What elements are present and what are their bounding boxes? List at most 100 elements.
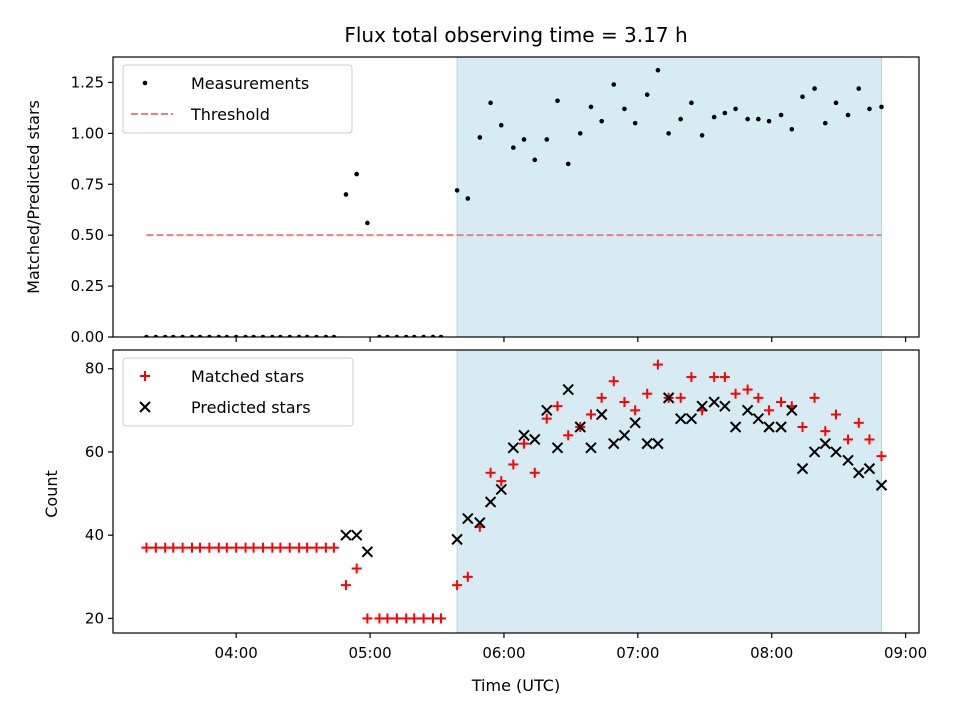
measurement-point xyxy=(454,188,460,193)
predicted-star-point xyxy=(842,454,854,466)
matched-star-point xyxy=(248,542,259,553)
measurement-point xyxy=(756,116,761,122)
measurement-point xyxy=(343,192,349,197)
matched-star-point xyxy=(820,426,831,437)
matched-star-point xyxy=(382,613,393,624)
predicted-star-point xyxy=(786,404,798,417)
matched-star-point xyxy=(776,397,787,408)
predicted-star-point xyxy=(763,421,775,433)
matched-star-point xyxy=(730,388,741,399)
x-tick-label: 04:00 xyxy=(215,644,258,662)
matched-star-point xyxy=(764,405,775,416)
predicted-star-point xyxy=(629,417,641,429)
measurement-point xyxy=(833,100,839,106)
matched-star-point xyxy=(853,417,864,428)
x-tick-label: 05:00 xyxy=(348,644,391,662)
predicted-star-point xyxy=(574,421,586,433)
matched-star-point xyxy=(150,542,161,553)
matched-star-point xyxy=(141,542,152,553)
predicted-star-point xyxy=(551,442,564,454)
matched-star-point xyxy=(519,438,530,449)
predicted-star-point xyxy=(585,442,597,454)
bottom-y-axis-label: Count xyxy=(42,470,61,518)
predicted-star-point xyxy=(819,437,831,450)
matched-star-point xyxy=(409,613,420,624)
matched-star-point xyxy=(830,409,841,420)
matched-star-point xyxy=(541,413,552,424)
y-tick-label: 80 xyxy=(85,360,104,378)
measurement-point xyxy=(745,116,750,122)
y-tick-label: 60 xyxy=(85,443,104,461)
predicted-star-point xyxy=(775,421,787,433)
y-tick-label: 1.25 xyxy=(71,73,104,91)
x-axis-label: Time (UTC) xyxy=(471,676,560,695)
measurement-point xyxy=(532,157,538,163)
matched-star-point xyxy=(328,542,339,553)
matched-star-point xyxy=(168,542,179,553)
predicted-star-point xyxy=(340,529,352,541)
matched-star-point xyxy=(362,613,373,624)
matched-star-point xyxy=(719,372,730,383)
predicted-star-point xyxy=(641,437,653,450)
measurement-point xyxy=(521,137,527,142)
matched-star-point xyxy=(257,542,268,553)
predicted-star-point xyxy=(474,517,486,529)
measurement-point xyxy=(655,67,661,73)
measurement-point xyxy=(498,122,504,128)
axes-frame xyxy=(112,349,920,634)
matched-star-point xyxy=(195,542,206,553)
measurement-point xyxy=(511,145,516,150)
measurement-point xyxy=(365,220,370,226)
predicted-star-point xyxy=(562,383,574,396)
predicted-star-point xyxy=(529,433,541,446)
predicted-star-point xyxy=(875,479,888,491)
measurement-point xyxy=(845,112,851,118)
measurement-point xyxy=(711,114,717,120)
matched-star-point xyxy=(596,392,607,403)
matched-star-point xyxy=(563,430,574,441)
matched-star-point xyxy=(436,613,447,624)
matched-star-point xyxy=(508,459,519,470)
legend-box xyxy=(122,357,354,427)
legend-box xyxy=(122,64,353,134)
matched-star-point xyxy=(204,542,215,553)
y-tick-label: 1.00 xyxy=(71,124,104,142)
measurement-point xyxy=(354,171,359,177)
predicted-star-point xyxy=(808,446,821,458)
predicted-star-point xyxy=(729,421,742,433)
measurement-point xyxy=(689,100,694,106)
measurement-point xyxy=(477,135,483,140)
y-tick-label: 0.00 xyxy=(71,328,104,346)
measurement-point xyxy=(812,86,817,91)
predicted-star-point xyxy=(830,446,842,458)
plot-area xyxy=(144,67,884,337)
predicted-star-point xyxy=(495,483,507,496)
y-tick-label: 0.25 xyxy=(71,277,104,295)
predicted-star-point xyxy=(507,442,520,454)
legend-measurement-swatch xyxy=(142,80,148,86)
matched-star-point xyxy=(418,613,429,624)
top-y-axis-label: Matched/Predicted stars xyxy=(24,100,43,294)
measurement-point xyxy=(800,94,805,100)
matched-star-point xyxy=(391,613,402,624)
matched-star-point xyxy=(462,571,473,582)
matched-star-point xyxy=(221,542,232,553)
measurement-point xyxy=(856,86,862,91)
predicted-star-point xyxy=(462,512,474,525)
matched-star-point xyxy=(619,397,630,408)
predicted-star-point xyxy=(541,404,553,417)
legend-label: Measurements xyxy=(191,74,309,93)
matched-star-point xyxy=(585,409,596,420)
legend-label: Matched stars xyxy=(191,367,304,386)
y-tick-label: 40 xyxy=(85,526,104,544)
measurement-point xyxy=(555,98,560,104)
matched-star-point xyxy=(876,451,887,462)
matched-star-point xyxy=(709,372,720,383)
legend-matched-swatch xyxy=(140,371,150,381)
predicted-star-point xyxy=(741,404,754,417)
y-tick-label: 20 xyxy=(85,609,104,627)
x-tick-label: 06:00 xyxy=(482,644,525,662)
predicted-star-point xyxy=(518,429,530,442)
measurement-point xyxy=(644,92,650,97)
